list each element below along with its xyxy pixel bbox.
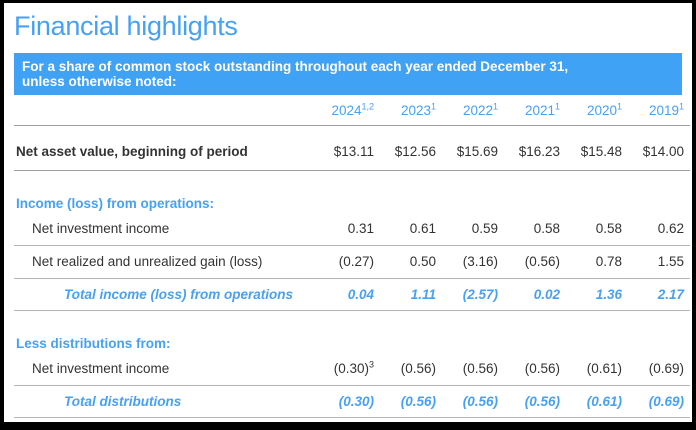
cell-value: 0.59 — [442, 213, 504, 246]
cell-value: 2.17 — [628, 278, 690, 311]
cell-value: (0.56) — [504, 385, 566, 418]
table-row-item: Net realized and unrealized gain (loss)(… — [14, 245, 690, 279]
year-column-header: 20191 — [628, 95, 690, 126]
row-label: Less distributions from: — [16, 336, 171, 351]
cell-value: 0.61 — [380, 213, 442, 246]
footnote-superscript: 1 — [678, 101, 684, 112]
row-label: Income (loss) from operations: — [16, 196, 215, 211]
table-row-section: Less distributions from: — [14, 311, 690, 354]
row-label: Total income (loss) from operations — [14, 278, 318, 311]
cell-value: (0.61) — [566, 353, 628, 386]
cell-value: (0.56) — [442, 385, 504, 418]
cell-value: 0.78 — [566, 245, 628, 279]
cell-value: (0.56) — [504, 245, 566, 279]
cell-value: (0.56) — [504, 353, 566, 386]
table-row-item: Net investment income (0.30)3 (0.56) (0.56)… — [14, 353, 690, 386]
cell-value: 0.02 — [504, 278, 566, 311]
footnote-superscript: 3 — [368, 359, 374, 370]
row-label: Net realized and unrealized gain (loss) — [14, 245, 318, 279]
cell-value: 1.55 — [628, 245, 690, 279]
table-row-item: Net investment income 0.31 0.61 0.59 0.58 0.5… — [14, 213, 690, 246]
footnote-superscript: 1,2 — [361, 101, 374, 112]
cell-value: (0.56) — [380, 385, 442, 418]
cell-value: $12.56 — [380, 125, 442, 171]
banner: For a share of common stock outstanding … — [14, 53, 682, 95]
cell-value: 0.62 — [628, 213, 690, 246]
cell-value: (0.56) — [442, 353, 504, 386]
table-row-total: Total income (loss) from operations 0.04 1… — [14, 278, 690, 311]
year-header-row: 20241,2 20231 20221 20211 20201 20191 — [14, 95, 690, 126]
row-label: Net asset value, beginning of period — [14, 125, 318, 171]
year-column-header: 20221 — [442, 95, 504, 126]
cell-value: 0.50 — [380, 245, 442, 279]
footnote-superscript: 1 — [554, 101, 560, 112]
year-column-header: 20211 — [504, 95, 566, 126]
footnote-superscript: 1 — [616, 101, 622, 112]
table-body: Net asset value, beginning of period $13.… — [14, 125, 690, 418]
cell-value: 0.58 — [504, 213, 566, 246]
table-row-nav: Net asset value, beginning of period $13.… — [14, 125, 690, 171]
cell-value: (2.57) — [442, 278, 504, 311]
cell-value: $16.23 — [504, 125, 566, 171]
year-column-header: 20201 — [566, 95, 628, 126]
cell-value: (0.56) — [380, 353, 442, 386]
cell-value: 0.04 — [318, 278, 380, 311]
footnote-superscript: 1 — [492, 101, 498, 112]
cell-value: $15.48 — [566, 125, 628, 171]
cell-value: (0.61) — [566, 385, 628, 418]
table-row-section: Income (loss) from operations: — [14, 171, 690, 214]
financial-highlights-table: 20241,2 20231 20221 20211 20201 20191 Net ass… — [14, 95, 690, 418]
row-label: Total distributions — [14, 385, 318, 418]
cell-value: $13.11 — [318, 125, 380, 171]
row-label: Net investment income — [14, 213, 318, 246]
cell-value: 0.58 — [566, 213, 628, 246]
cell-value: (3.16) — [442, 245, 504, 279]
year-column-header: 20231 — [380, 95, 442, 126]
table-row-total: Total distributions (0.30) (0.56) (0.56) (0.… — [14, 385, 690, 418]
cell-value: $14.00 — [628, 125, 690, 171]
cell-value: (0.30)3 — [318, 353, 380, 386]
cell-value: 0.31 — [318, 213, 380, 246]
page-title: Financial highlights — [14, 11, 238, 41]
banner-line-2: unless otherwise noted: — [22, 74, 177, 89]
cell-value: (0.69) — [628, 385, 690, 418]
cell-value: 1.36 — [566, 278, 628, 311]
cell-value: (0.27) — [318, 245, 380, 279]
banner-line-1: For a share of common stock outstanding … — [22, 59, 569, 74]
cell-value: 1.11 — [380, 278, 442, 311]
row-label: Net investment income — [14, 353, 318, 386]
year-header-spacer — [14, 95, 318, 126]
cell-value: $15.69 — [442, 125, 504, 171]
year-column-header: 20241,2 — [318, 95, 380, 126]
footnote-superscript: 1 — [430, 101, 436, 112]
cell-value: (0.69) — [628, 353, 690, 386]
cell-value: (0.30) — [318, 385, 380, 418]
